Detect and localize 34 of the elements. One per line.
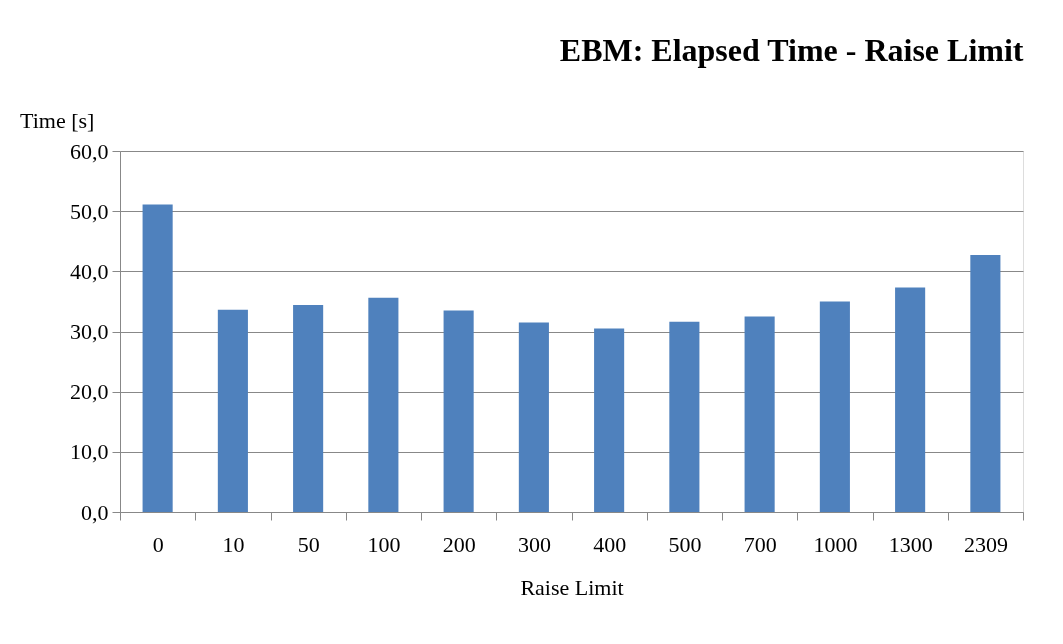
bar bbox=[217, 309, 248, 512]
bar bbox=[518, 322, 549, 512]
x-tick-label: 0 bbox=[152, 531, 164, 557]
x-tick-label: 1300 bbox=[888, 531, 933, 557]
x-tick-label: 100 bbox=[367, 531, 401, 557]
y-tick-label: 40,0 bbox=[70, 258, 109, 284]
x-tick-label: 200 bbox=[442, 531, 476, 557]
chart-title: EBM: Elapsed Time - Raise Limit bbox=[559, 32, 1024, 68]
y-tick-label: 30,0 bbox=[70, 319, 109, 344]
bar bbox=[744, 316, 775, 512]
bar bbox=[819, 301, 850, 512]
x-tick-label: 1000 bbox=[813, 531, 858, 557]
y-tick-label: 60,0 bbox=[70, 138, 109, 164]
y-tick-label: 10,0 bbox=[70, 439, 109, 465]
x-axis-title: Raise Limit bbox=[520, 574, 624, 600]
y-tick-label: 20,0 bbox=[70, 379, 109, 405]
x-tick-label: 10 bbox=[222, 531, 245, 557]
x-tick-label: 700 bbox=[743, 531, 777, 557]
x-tick-label: 300 bbox=[517, 531, 551, 557]
x-tick-label: 400 bbox=[593, 531, 627, 557]
x-tick-label: 500 bbox=[668, 531, 702, 557]
bar bbox=[895, 287, 926, 512]
bar bbox=[443, 310, 474, 512]
y-axis-title: Time [s] bbox=[20, 108, 95, 133]
y-tick-label: 50,0 bbox=[70, 198, 109, 224]
bar bbox=[293, 305, 324, 512]
bar bbox=[970, 255, 1001, 512]
bar bbox=[368, 297, 399, 512]
bar bbox=[594, 328, 625, 512]
x-tick-label: 2309 bbox=[963, 531, 1008, 557]
y-tick-label: 0,0 bbox=[81, 499, 109, 525]
x-tick-label: 50 bbox=[297, 531, 320, 557]
bar bbox=[142, 204, 173, 512]
bar bbox=[669, 321, 700, 512]
